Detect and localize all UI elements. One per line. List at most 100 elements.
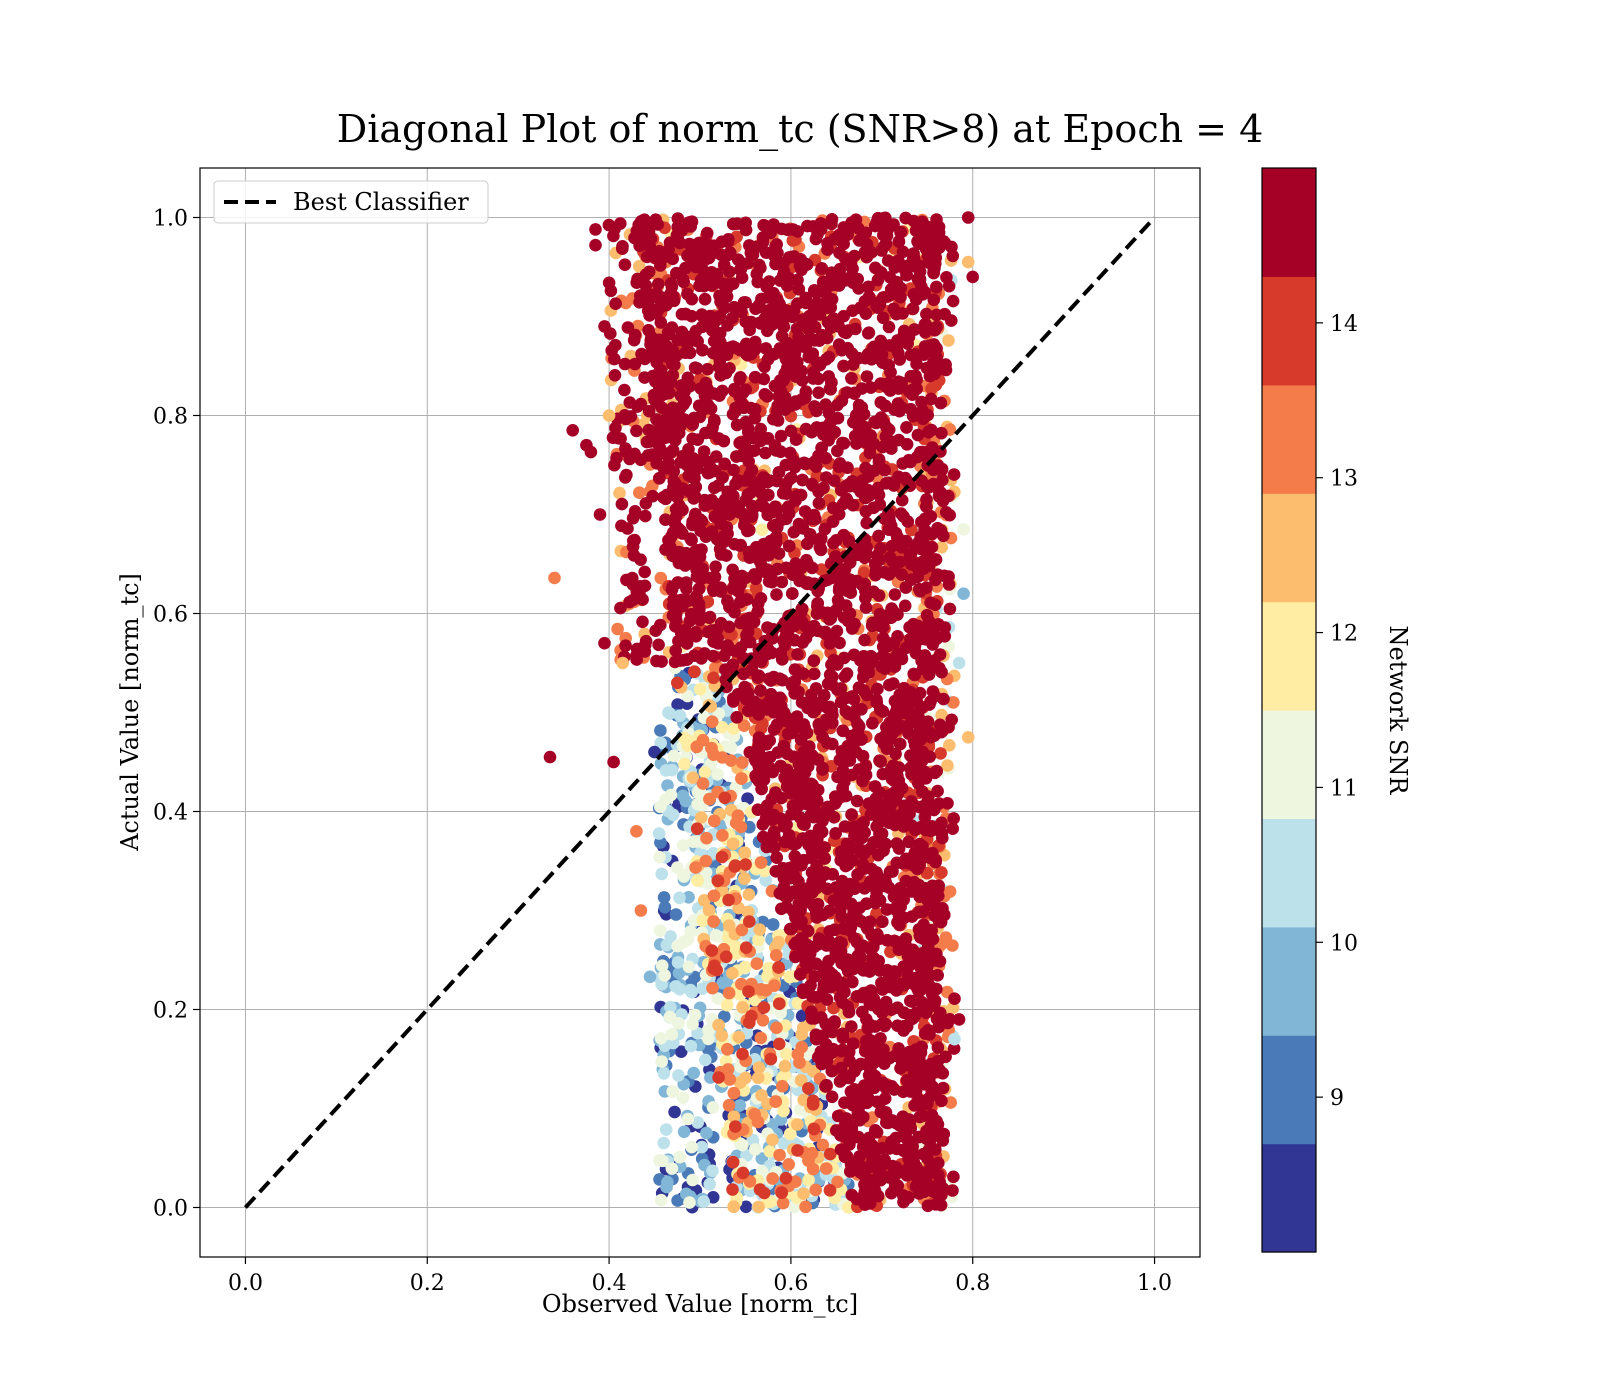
scatter-point <box>688 1008 702 1022</box>
scatter-point <box>727 1200 740 1213</box>
scatter-point <box>854 301 867 315</box>
scatter-point <box>752 1200 765 1214</box>
scatter-point <box>891 254 905 267</box>
scatter-point <box>690 740 704 754</box>
scatter-point <box>657 1067 671 1080</box>
scatter-point <box>696 982 709 995</box>
scatter-point <box>682 891 695 904</box>
scatter-point <box>835 845 848 859</box>
scatter-point <box>805 688 818 702</box>
scatter-point <box>759 342 773 355</box>
scatter-point <box>823 1147 837 1161</box>
scatter-point <box>797 1093 810 1107</box>
scatter-point <box>689 626 702 639</box>
scatter-point <box>653 924 667 937</box>
scatter-point <box>672 1069 685 1082</box>
scatter-point <box>752 933 765 947</box>
scatter-point <box>657 891 671 904</box>
scatter-point <box>690 822 704 835</box>
scatter-point <box>827 1001 840 1015</box>
scatter-point <box>693 683 707 696</box>
scatter-point <box>772 1037 786 1051</box>
scatter-point <box>931 1041 945 1054</box>
scatter-point <box>698 766 712 779</box>
scatter-point <box>873 498 887 511</box>
scatter-point <box>678 757 691 771</box>
scatter-point <box>754 261 767 275</box>
scatter-point <box>785 922 798 936</box>
scatter-point <box>777 1104 790 1118</box>
scatter-point <box>737 719 751 732</box>
scatter-point <box>897 510 910 523</box>
scatter-point <box>736 1001 749 1014</box>
scatter-point <box>673 891 686 905</box>
scatter-point <box>633 486 646 500</box>
scatter-point <box>754 856 768 869</box>
scatter-point <box>726 1183 739 1196</box>
scatter-point <box>757 1001 771 1014</box>
scatter-point <box>907 247 920 260</box>
scatter-point <box>729 816 743 830</box>
scatter-point <box>725 311 739 325</box>
scatter-point <box>742 888 756 901</box>
scatter-point <box>773 997 786 1010</box>
scatter-point <box>773 1148 786 1162</box>
scatter-point <box>750 957 764 970</box>
chart-title: Diagonal Plot of norm_tc (SNR>8) at Epoc… <box>337 107 1264 152</box>
scatter-point <box>663 707 677 720</box>
scatter-point <box>701 362 714 376</box>
scatter-point <box>727 722 741 735</box>
scatter-point <box>878 463 891 477</box>
scatter-point <box>684 925 697 938</box>
scatter-point <box>755 1089 768 1102</box>
scatter-point <box>934 747 947 760</box>
scatter-point <box>876 311 890 325</box>
scatter-point <box>619 296 633 310</box>
scatter-point <box>707 889 721 903</box>
scatter-point <box>794 1074 808 1087</box>
scatter-point <box>825 213 839 226</box>
scatter-point <box>921 1199 935 1213</box>
scatter-point <box>782 251 796 264</box>
scatter-point <box>741 905 755 919</box>
scatter-point <box>931 784 944 798</box>
scatter-point <box>930 320 943 334</box>
scatter-point <box>684 1039 698 1053</box>
scatter-point <box>941 759 954 772</box>
scatter-point <box>812 496 826 510</box>
scatter-point <box>827 536 840 550</box>
scatter-point <box>706 1164 719 1178</box>
scatter-point <box>745 1009 758 1023</box>
scatter-point <box>682 960 696 974</box>
scatter-point <box>782 1158 795 1171</box>
scatter-point <box>772 961 785 974</box>
scatter-point <box>654 1032 668 1045</box>
scatter-point <box>802 1082 815 1095</box>
scatter-point <box>656 1154 669 1168</box>
scatter-point <box>890 1142 903 1156</box>
scatter-point <box>712 1018 725 1032</box>
scatter-point <box>750 582 763 595</box>
scatter-point <box>759 984 773 997</box>
scatter-point <box>920 866 934 880</box>
scatter-point <box>702 904 716 917</box>
scatter-point <box>658 901 672 914</box>
scatter-point <box>742 319 756 332</box>
scatter-point <box>736 1047 749 1061</box>
scatter-point <box>781 223 794 237</box>
scatter-point <box>611 622 624 636</box>
scatter-point <box>820 471 833 484</box>
scatter-point <box>791 1118 804 1131</box>
scatter-point <box>759 446 772 460</box>
scatter-point <box>778 403 792 416</box>
scatter-point <box>715 1029 729 1042</box>
scatter-point <box>738 846 751 859</box>
scatter-point <box>869 261 882 275</box>
scatter-point <box>795 374 809 387</box>
scatter-point <box>766 1118 779 1131</box>
scatter-point <box>712 1071 725 1084</box>
scatter-point <box>739 941 753 954</box>
scatter-point <box>654 800 667 814</box>
scatter-point <box>716 829 729 842</box>
scatter-point <box>711 874 725 888</box>
